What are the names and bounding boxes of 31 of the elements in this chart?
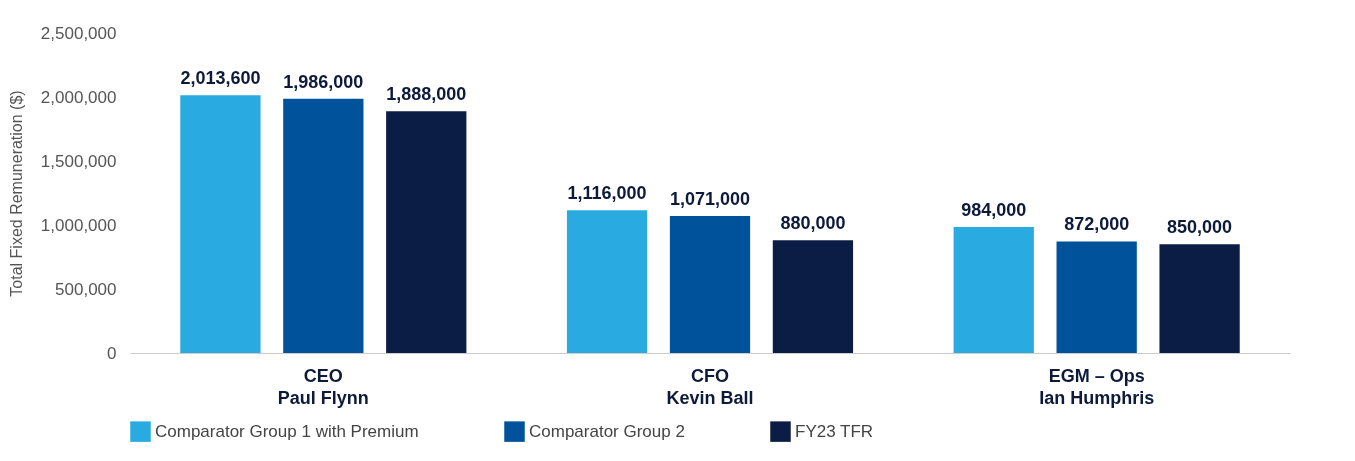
bar — [772, 240, 854, 353]
legend-label: Comparator Group 2 — [529, 421, 685, 441]
y-tick-label: 0 — [107, 343, 117, 363]
data-label: 1,986,000 — [283, 71, 364, 92]
data-label: 1,888,000 — [386, 84, 467, 105]
data-label: 1,116,000 — [567, 183, 647, 204]
x-tick-label: EGM – Ops Ian Humphris — [1039, 365, 1155, 408]
data-label: 2,013,600 — [180, 68, 261, 89]
bar — [1056, 241, 1137, 353]
x-tick-label: CEO Paul Flynn — [277, 365, 369, 408]
bar — [180, 95, 261, 353]
data-label: 984,000 — [961, 200, 1027, 221]
bar — [1159, 244, 1240, 353]
data-label: 872,000 — [1064, 214, 1130, 235]
bar — [669, 215, 751, 353]
y-tick-label: 2,000,000 — [40, 87, 117, 107]
legend-label: Comparator Group 1 with Premium — [155, 421, 419, 441]
y-tick-label: 500,000 — [55, 279, 117, 299]
data-label: 1,071,000 — [669, 188, 751, 209]
x-tick-label: CFO Kevin Ball — [666, 365, 754, 408]
y-axis-title: Total Fixed Remuneration ($) — [7, 90, 25, 297]
bar — [566, 210, 648, 353]
y-tick-label: 1,500,000 — [40, 151, 117, 171]
data-label: 850,000 — [1167, 217, 1233, 238]
bar — [386, 111, 467, 353]
y-tick-label: 1,000,000 — [40, 215, 117, 235]
bar — [953, 227, 1034, 353]
bar — [283, 98, 364, 353]
data-label: 880,000 — [780, 213, 846, 234]
legend-label: FY23 TFR — [795, 421, 874, 441]
y-tick-label: 2,500,000 — [40, 23, 117, 43]
